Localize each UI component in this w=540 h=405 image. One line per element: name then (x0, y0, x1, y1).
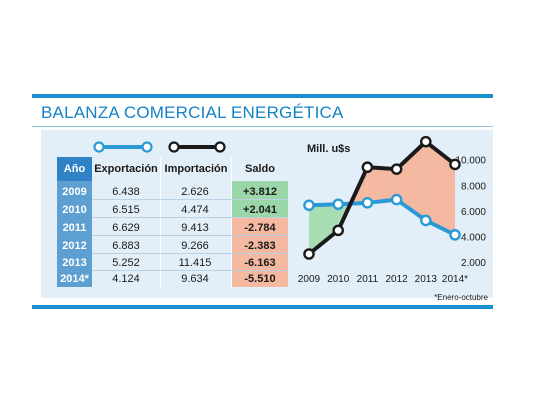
y-tick-label: 4.000 (461, 232, 486, 243)
year-column-header (57, 157, 92, 181)
data-point-exportacion (390, 193, 403, 206)
page-title: BALANZA COMERCIAL ENERGÉTICA (41, 103, 344, 122)
row-saldo: +2.041 (243, 204, 277, 216)
row-divider (92, 235, 288, 236)
row-saldo: -5.510 (244, 273, 276, 285)
row-year: 2014* (60, 273, 89, 285)
data-point-importacion (303, 248, 315, 260)
column-separator (160, 157, 161, 287)
row-saldo: -2.784 (244, 222, 276, 234)
data-point-exportacion (303, 199, 315, 212)
row-divider (92, 199, 288, 200)
row-year: 2009 (62, 186, 87, 198)
row-importacion: 9.634 (181, 273, 209, 285)
row-exportacion: 6.883 (112, 240, 140, 252)
row-saldo: -2.383 (244, 240, 276, 252)
legend-export-swatch (93, 141, 153, 153)
row-saldo: -6.163 (244, 257, 276, 269)
row-year: 2012 (62, 240, 87, 252)
data-point-exportacion (419, 214, 432, 227)
data-point-importacion (419, 135, 432, 148)
x-tick-label: 2009 (298, 274, 321, 285)
saldo-deficit-highlight (232, 217, 288, 287)
header-exportacion: Exportación (94, 163, 158, 175)
row-importacion: 9.266 (181, 240, 209, 252)
x-tick-labels: 2009 2010 2011 2012 2013 2014* (298, 274, 468, 285)
balance-fill (425, 141, 455, 235)
row-exportacion: 6.515 (112, 204, 140, 216)
row-exportacion: 6.629 (112, 222, 140, 234)
y-tick-label: 2.000 (461, 258, 486, 269)
data-point-importacion (332, 224, 345, 237)
balance-fill (367, 167, 397, 203)
row-saldo: +3.812 (243, 186, 277, 198)
footnote: *Enero-octubre (434, 293, 488, 302)
y-tick-labels: 10.000 8.000 6.000 4.000 2.000 (455, 156, 486, 269)
balance-fill (309, 204, 339, 254)
bottom-rule (32, 305, 493, 309)
data-point-importacion (390, 163, 403, 175)
row-year: 2011 (62, 222, 87, 234)
legend-import-swatch (168, 141, 226, 153)
series-line-importacion (307, 139, 457, 256)
y-tick-label: 8.000 (461, 181, 486, 192)
row-exportacion: 5.252 (112, 257, 140, 269)
row-importacion: 9.413 (181, 222, 209, 234)
row-importacion: 4.474 (181, 204, 209, 216)
x-tick-label: 2012 (385, 274, 408, 285)
data-point-exportacion (332, 198, 345, 211)
data-point-importacion (361, 161, 374, 174)
data-point-exportacion (449, 229, 461, 241)
x-tick-label: 2011 (357, 274, 379, 285)
row-exportacion: 4.124 (112, 273, 140, 285)
title-underline (32, 126, 493, 127)
chart-ylabel: Mill. u$s (307, 143, 350, 155)
balance-fill (396, 141, 426, 221)
top-rule (32, 94, 493, 98)
row-year: 2013 (62, 257, 87, 269)
row-importacion: 11.415 (178, 257, 212, 269)
row-exportacion: 6.438 (112, 186, 140, 198)
y-tick-label: 6.000 (461, 207, 486, 218)
row-divider (92, 253, 288, 254)
series-group (303, 135, 461, 260)
data-point-importacion (449, 158, 461, 171)
x-tick-label: 2013 (415, 274, 438, 285)
header-year: Año (63, 163, 86, 175)
row-year: 2010 (62, 204, 87, 216)
header-saldo: Saldo (245, 163, 275, 175)
row-divider (92, 217, 288, 218)
column-separator (231, 157, 232, 287)
header-importacion: Importación (164, 163, 228, 175)
row-divider (92, 270, 288, 271)
x-tick-label: 2010 (327, 274, 350, 285)
x-tick-label: 2014* (442, 274, 468, 285)
data-point-exportacion (361, 197, 374, 209)
y-tick-label: 10.000 (455, 156, 486, 167)
row-importacion: 2.626 (181, 186, 209, 198)
